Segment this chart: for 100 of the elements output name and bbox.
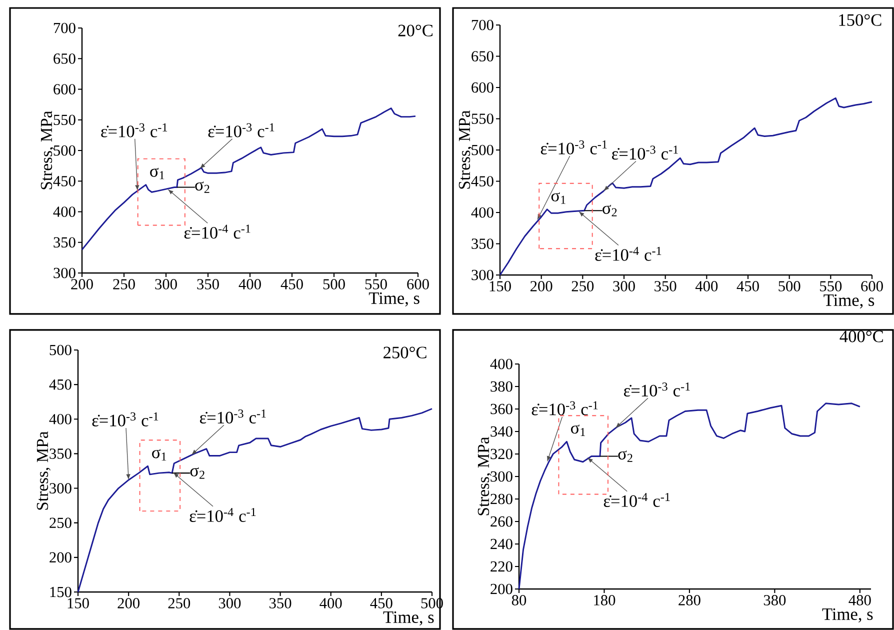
x-tick-label: 150: [68, 598, 89, 608]
x-tick-label: 300: [613, 281, 635, 292]
annotation: σ$_{2}$: [190, 467, 204, 479]
chart-title: 250°C: [384, 346, 426, 358]
annotation: ε̇=10$^{-4}$ c$^{-1}$: [184, 224, 250, 239]
annotation: ε̇=10$^{-3}$ c$^{-1}$: [101, 123, 168, 138]
annotation: ε̇=10$^{-3}$ c$^{-1}$: [200, 409, 266, 424]
x-axis-title: Time, s: [383, 611, 434, 626]
y-tick-label: 550: [54, 114, 76, 126]
y-tick-label: 400: [53, 206, 76, 217]
y-tick-label: 600: [54, 84, 76, 94]
x-tick-label: 200: [71, 279, 93, 290]
x-tick-label: 600: [407, 279, 429, 290]
annotation: σ$_{2}$: [618, 450, 632, 462]
y-tick-label: 500: [50, 344, 72, 356]
y-tick-label: 400: [471, 207, 494, 218]
y-tick-label: 380: [490, 381, 512, 392]
y-axis-title: Stress, MPa: [40, 110, 54, 190]
annotation: ε̇=10$^{-3}$ c$^{-1}$: [92, 412, 158, 426]
annotation: ε̇=10$^{-4}$ c$^{-1}$: [190, 508, 256, 522]
y-axis-title: Stress, MPa: [478, 436, 492, 516]
x-tick-label: 300: [218, 598, 241, 608]
annotation: σ$_{1}$: [150, 168, 164, 180]
x-tick-label: 550: [365, 279, 387, 290]
x-tick-label: 350: [270, 598, 292, 608]
annotation: σ$_{2}$: [602, 204, 617, 216]
y-tick-label: 500: [54, 145, 76, 156]
y-tick-label: 650: [472, 51, 494, 62]
x-tick-label: 450: [370, 598, 392, 608]
x-tick-label: 180: [594, 595, 616, 606]
line-series: [518, 402, 861, 590]
y-tick-label: 250: [50, 518, 72, 528]
y-tick-label: 280: [490, 494, 512, 504]
y-tick-label: 300: [54, 268, 76, 278]
x-tick-label: 600: [861, 281, 883, 292]
y-tick-label: 220: [490, 561, 512, 572]
x-tick-label: 480: [848, 595, 871, 606]
line-series: [81, 107, 416, 250]
y-tick-label: 600: [472, 82, 494, 93]
x-tick-label: 200: [530, 281, 552, 292]
annotation: ε̇=10$^{-3}$ c$^{-1}$: [624, 382, 690, 397]
y-tick-label: 340: [490, 426, 512, 437]
x-axis-title: Time, s: [822, 608, 873, 623]
annotation: σ$_{1}$: [551, 192, 566, 204]
y-axis-title: Stress, MPa: [458, 110, 472, 189]
y-tick-label: 700: [54, 22, 76, 34]
x-tick-label: 450: [280, 279, 303, 290]
y-tick-label: 200: [50, 552, 72, 563]
x-tick-label: 300: [155, 279, 177, 290]
annotation: σ$_{1}$: [571, 424, 586, 436]
y-tick-label: 300: [490, 471, 512, 482]
y-tick-label: 320: [490, 448, 512, 460]
annotation: ε̇=10$^{-3}$ c$^{-1}$: [612, 146, 678, 160]
y-tick-label: 150: [50, 586, 72, 598]
y-tick-label: 550: [472, 114, 494, 124]
y-tick-label: 240: [490, 538, 512, 550]
annotation: σ$_{1}$: [152, 449, 166, 461]
chart-title: 150°C: [839, 14, 882, 26]
y-tick-label: 450: [53, 176, 76, 186]
x-axis-title: Time, s: [824, 294, 874, 309]
x-tick-label: 400: [695, 281, 718, 292]
x-axis-title: Time, s: [368, 292, 420, 307]
annotation: σ$_{2}$: [195, 182, 210, 193]
x-tick-label: 350: [197, 279, 219, 290]
y-tick-label: 500: [472, 144, 494, 156]
x-tick-label: 500: [323, 279, 345, 290]
chart-title: 20°C: [398, 24, 432, 36]
x-tick-label: 250: [572, 281, 594, 292]
x-tick-label: 80: [512, 595, 526, 606]
y-tick-label: 200: [490, 584, 512, 594]
x-tick-label: 350: [654, 281, 676, 292]
x-tick-label: 400: [238, 279, 261, 290]
y-tick-label: 300: [50, 483, 72, 494]
y-tick-label: 650: [54, 53, 76, 64]
y-tick-label: 350: [472, 238, 494, 249]
annotation: ε̇=10$^{-3}$ c$^{-1}$: [532, 401, 598, 416]
y-tick-label: 360: [490, 404, 512, 414]
x-tick-label: 450: [736, 281, 759, 292]
x-tick-label: 250: [113, 279, 135, 290]
y-tick-label: 400: [490, 358, 512, 370]
annotation: ε̇=10$^{-4}$ c$^{-1}$: [604, 492, 670, 507]
x-tick-label: 200: [118, 598, 140, 608]
x-tick-label: 400: [320, 598, 342, 608]
y-tick-label: 450: [471, 176, 494, 186]
x-tick-label: 380: [764, 595, 786, 606]
y-tick-label: 260: [490, 516, 512, 527]
x-tick-label: 500: [778, 281, 800, 292]
x-tick-label: 250: [168, 598, 190, 608]
y-tick-label: 300: [472, 270, 494, 280]
y-tick-label: 350: [50, 448, 72, 459]
annotation: ε̇=10$^{-3}$ c$^{-1}$: [208, 123, 274, 138]
y-axis-title: Stress, MPa: [36, 431, 50, 510]
x-tick-label: 550: [820, 281, 842, 292]
y-tick-label: 700: [472, 20, 494, 30]
y-tick-label: 350: [54, 237, 76, 248]
y-tick-label: 400: [49, 414, 72, 424]
x-tick-label: 280: [678, 595, 700, 606]
chart-title: 400°C: [840, 330, 883, 342]
annotation: ε̇=10$^{-3}$ c$^{-1}$: [540, 140, 607, 154]
y-tick-label: 450: [49, 379, 72, 390]
